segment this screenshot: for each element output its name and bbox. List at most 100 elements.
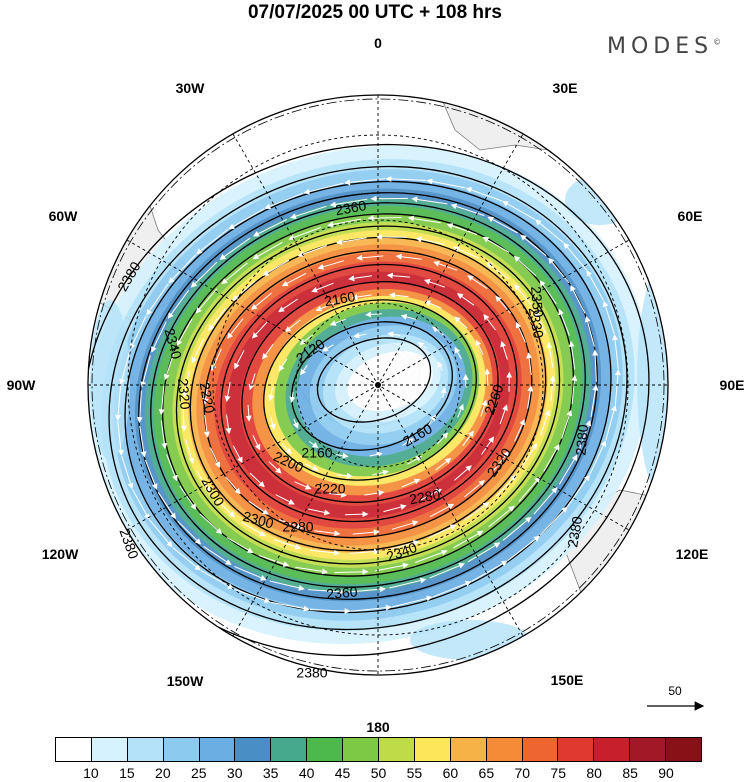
wind-vector xyxy=(558,308,570,336)
wind-vector xyxy=(251,292,272,311)
wind-vector xyxy=(486,262,509,280)
wind-vector xyxy=(227,318,244,339)
wind-vector xyxy=(336,472,353,479)
wind-vector xyxy=(295,566,329,575)
lon-label-30e: 30E xyxy=(552,80,578,96)
wind-vector xyxy=(351,294,372,301)
map-content xyxy=(88,95,668,675)
lon-label-90w: 90W xyxy=(6,377,36,393)
wind-vector xyxy=(383,504,407,513)
lon-label-150w: 150W xyxy=(166,673,204,689)
wind-vector xyxy=(314,530,341,537)
wind-vector xyxy=(300,365,308,376)
wind-vector xyxy=(436,432,449,445)
wind-vector xyxy=(179,485,197,510)
wind-vector xyxy=(252,241,283,260)
wind-vector xyxy=(392,595,433,608)
wind-vector xyxy=(521,443,537,468)
colorbar-tick-label: 25 xyxy=(190,765,207,781)
wind-vector xyxy=(275,494,295,505)
wind-vector xyxy=(200,570,234,590)
wind-vector xyxy=(592,349,599,382)
wind-vector xyxy=(483,314,496,331)
wind-vector xyxy=(297,245,327,257)
height-contour xyxy=(150,202,586,588)
wind-vector xyxy=(417,342,428,349)
colorbar-tick-label: 75 xyxy=(550,765,567,781)
wind-vector xyxy=(502,200,536,220)
wind-vector xyxy=(307,508,331,516)
wind-vector xyxy=(543,444,560,472)
wind-vector xyxy=(208,307,227,331)
wind-vector xyxy=(327,491,347,498)
wind-vector xyxy=(129,315,147,350)
wind-vector xyxy=(514,418,525,442)
wind-vector xyxy=(309,608,351,614)
wind-vector xyxy=(233,588,271,603)
wind-vector xyxy=(540,409,551,436)
latitude-ring-2 xyxy=(212,219,544,551)
wind-vector xyxy=(546,341,554,368)
wind-vector xyxy=(185,439,195,464)
wind-vector xyxy=(281,443,292,455)
wind-vector xyxy=(612,334,619,369)
wind-vector xyxy=(364,489,385,496)
contour-label: 2350 xyxy=(528,286,547,319)
wind-vector xyxy=(457,403,464,418)
colorbar-tick-label: 65 xyxy=(478,765,495,781)
wind-vector xyxy=(248,373,256,391)
height-contour xyxy=(241,281,499,503)
wind-vector xyxy=(411,196,448,205)
wind-vector xyxy=(241,521,266,537)
colorbar-swatch xyxy=(199,738,236,761)
wind-vector xyxy=(391,520,419,530)
wind-vector xyxy=(482,236,510,253)
map-border xyxy=(87,94,669,676)
wind-vector xyxy=(387,331,400,338)
wind-vector xyxy=(520,234,547,256)
colorbar-tick-label: 10 xyxy=(83,765,99,781)
wind-vector xyxy=(462,373,469,388)
reference-vector-arrow xyxy=(647,701,705,711)
wind-vector xyxy=(292,418,299,429)
wind-vector xyxy=(336,452,349,459)
wind-vector xyxy=(386,272,410,279)
contour-label: 2300 xyxy=(241,508,275,532)
wind-vector xyxy=(269,416,276,431)
wind-vector xyxy=(481,436,495,455)
contour-label: 2340 xyxy=(161,327,185,361)
wind-vector xyxy=(369,451,383,458)
wind-vector xyxy=(527,385,534,409)
wind-vector xyxy=(252,218,288,237)
wind-vector xyxy=(172,547,201,571)
wind-vector xyxy=(273,539,302,550)
wind-vector xyxy=(400,313,417,320)
colorbar-tick-label: 20 xyxy=(155,765,171,781)
wind-vector xyxy=(252,435,261,451)
wind-vector xyxy=(367,215,402,222)
wind-vector xyxy=(401,478,421,488)
wind-vector xyxy=(590,384,599,418)
wind-vector xyxy=(278,358,288,372)
wind-vector xyxy=(415,549,448,563)
wind-vector xyxy=(258,555,290,567)
lon-label-0: 0 xyxy=(374,35,382,51)
wind-vector xyxy=(334,568,369,575)
wind-vector xyxy=(303,182,344,195)
wind-vector xyxy=(348,586,386,593)
wind-vector xyxy=(119,349,131,386)
height-contour xyxy=(203,249,533,539)
wind-vector xyxy=(232,445,243,464)
wind-vector xyxy=(203,545,232,566)
wind-vector xyxy=(350,604,392,612)
wind-vector xyxy=(507,535,540,561)
wind-vector xyxy=(163,351,175,381)
contour-label: 2380 xyxy=(564,515,585,549)
wind-vector xyxy=(167,289,190,319)
wind-vector xyxy=(196,229,229,255)
wind-vector xyxy=(199,513,223,535)
wind-vector xyxy=(526,352,533,376)
wind-vector xyxy=(149,519,173,548)
colorbar-swatch xyxy=(450,738,487,761)
wind-speed-colorbar xyxy=(55,737,702,762)
